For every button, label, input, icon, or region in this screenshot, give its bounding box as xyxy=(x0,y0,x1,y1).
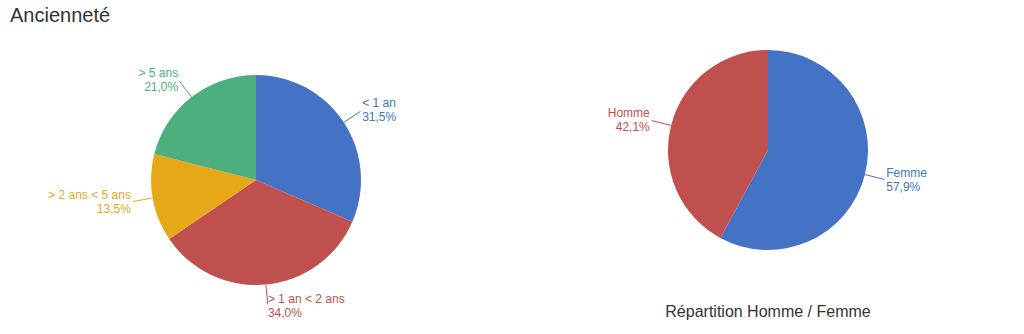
html-text:Répartition Homme / Femme: Répartition Homme / Femme xyxy=(665,303,871,320)
svg-text:Femme57,9%: Femme57,9% xyxy=(886,166,927,194)
svg-text:> 2 ans < 5 ans13,5%: > 2 ans < 5 ans13,5% xyxy=(48,188,131,216)
svg-text:> 1 an < 2 ans34,0%: > 1 an < 2 ans34,0% xyxy=(268,292,345,320)
svg-text:> 5 ans21,0%: > 5 ans21,0% xyxy=(138,66,178,94)
svg-text:< 1 an31,5%: < 1 an31,5% xyxy=(362,96,396,124)
html-text:Ancienneté: Ancienneté xyxy=(10,4,111,26)
svg-text:Homme42,1%: Homme42,1% xyxy=(608,106,650,134)
